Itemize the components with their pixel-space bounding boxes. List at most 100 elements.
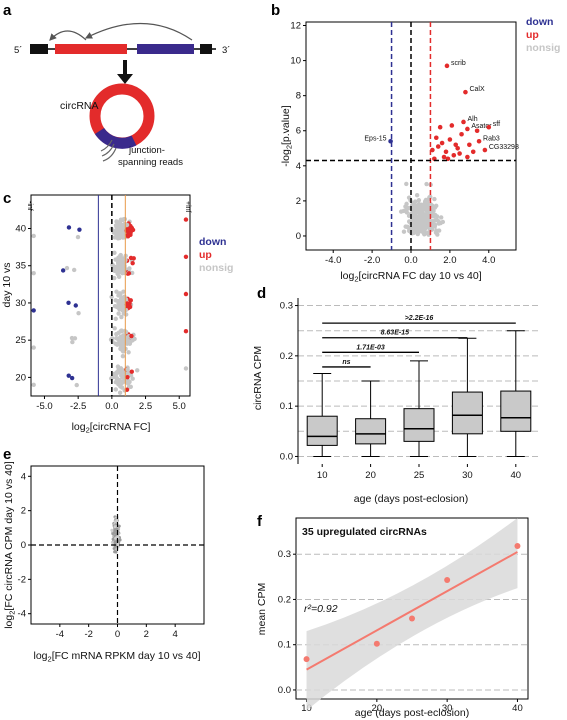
panel-c-point: [129, 369, 134, 374]
three-prime-label: 3´: [222, 45, 230, 56]
panel-d-ytick-label: 0.2: [280, 351, 293, 362]
panel-c-ytick-label: 30: [15, 298, 26, 309]
panel-b: b -4.0 -2.0 0.0 2.0 4.0 0 2 4 6 8 10 12 scrib CalX Alh…: [271, 2, 560, 284]
panel-c-inf-point: [183, 329, 189, 334]
panel-d-xtick-label: 40: [511, 470, 522, 481]
panel-c-point: [113, 257, 118, 262]
panel-e-ytick-label: -4: [18, 609, 26, 620]
panel-f-point: [373, 640, 380, 647]
panel-c-point: [128, 373, 134, 378]
panel-e-point: [115, 518, 119, 522]
panel-f-title: 35 upregulated circRNAs: [302, 526, 427, 538]
read-arc-2: [101, 143, 115, 157]
panel-b-nonsig-point: [427, 202, 433, 207]
panel-b-nonsig-point: [414, 192, 420, 198]
panel-e: e -4 -2 0 2 4 -4 -2 0 2 4 log2[FC mRNA RPKM day 1…: [3, 446, 205, 664]
panel-c-ytick-label: 40: [15, 224, 26, 235]
panel-c-neginf-point: [31, 233, 36, 239]
panel-c-point: [114, 331, 119, 337]
panel-b-nonsig-point: [438, 215, 444, 220]
panel-f-ylabel: mean CPM: [256, 583, 268, 636]
panel-b-nonsig-point: [404, 181, 409, 187]
panel-e-point: [112, 531, 116, 535]
panel-b-xtick-label: -2.0: [364, 255, 380, 266]
panel-c-inf-point: [183, 366, 189, 371]
panel-e-point: [116, 535, 120, 539]
panel-c-inf-point: [183, 217, 189, 222]
panel-b-up-point: [433, 135, 439, 141]
panel-c-xtick-label: -2.5: [70, 401, 86, 412]
panel-b-nonsig-point: [436, 221, 442, 226]
panel-b-xtick-label: 0.0: [404, 255, 417, 266]
panel-d-ylabel: circRNA CPM: [252, 346, 264, 410]
panel-c-point: [121, 333, 126, 338]
panel-c-legend-nonsig: nonsig: [199, 262, 233, 274]
panel-b-gene-label: Alh: [468, 116, 478, 123]
panel-c-point: [124, 387, 130, 392]
panel-e-xtick-label: 2: [144, 629, 149, 640]
panel-c-point: [117, 268, 122, 274]
panel-c-neginf-point: [31, 382, 36, 388]
panel-c-point: [112, 275, 117, 281]
panel-c-point: [125, 375, 130, 380]
panel-f-letter: f: [257, 513, 263, 530]
panel-c-point: [123, 297, 129, 302]
panel-c-point: [112, 304, 118, 309]
panel-d-xtick-label: 25: [414, 470, 425, 481]
panel-c-ytick-label: 25: [15, 335, 26, 346]
panel-d-xtick-label: 10: [317, 470, 328, 481]
panel-c-ytick-label: 20: [15, 372, 26, 383]
panel-e-xtick-label: 4: [173, 629, 178, 640]
panel-c-point: [114, 289, 119, 294]
panel-b-nonsig-point: [420, 220, 425, 225]
panel-c-point: [135, 368, 140, 373]
panel-c-point: [126, 350, 131, 355]
panel-c-neginf-point: [31, 345, 36, 350]
panel-c-point: [118, 366, 124, 371]
panel-f-r2: r²=0.92: [304, 603, 338, 615]
panel-e-xtick-label: -2: [84, 629, 92, 640]
panel-c-plot-area: -5.0 -2.5 0.0 2.5 5.0 20 25 30 35 40: [15, 195, 189, 412]
panel-c-point: [119, 385, 125, 390]
panel-c-point: [119, 328, 124, 333]
panel-c-point: [69, 335, 75, 341]
panel-b-nonsig-point: [424, 202, 429, 208]
panel-c-point: [75, 234, 81, 240]
panel-b-ytick-label: 8: [296, 91, 301, 102]
panel-d-box: [500, 390, 532, 432]
panel-c-xtick-label: 2.5: [139, 401, 152, 412]
panel-b-nonsig-point: [417, 204, 422, 210]
panel-b-ytick-label: 4: [296, 161, 301, 172]
panel-c-xtick-label: 0.0: [105, 401, 118, 412]
read-arc-3: [102, 147, 117, 162]
panel-f-ytick-label: 0.1: [278, 640, 291, 651]
panel-c-point: [66, 373, 71, 378]
panel-b-up-point: [441, 154, 447, 160]
panel-b-nonsig-point: [434, 228, 439, 233]
panel-f: f 0.00.10.20.310203040 35 upregulated ci…: [256, 513, 529, 719]
splice-arrow: [49, 30, 87, 41]
panel-f-point: [303, 656, 310, 663]
panel-c-point: [76, 310, 81, 316]
panel-c-point: [120, 260, 125, 266]
panel-c-point: [115, 236, 121, 241]
panel-b-nonsig-point: [401, 208, 406, 214]
panel-d-ytick-label: 0.1: [280, 401, 293, 412]
panel-b-labeled-point: [465, 126, 470, 132]
panel-b-up-point: [459, 131, 464, 137]
panel-f-xtick-label: 30: [442, 703, 453, 714]
panel-b-up-point: [443, 149, 449, 155]
panel-e-plot-area: -4 -2 0 2 4 -4 -2 0 2 4: [18, 466, 204, 640]
panel-b-up-point: [465, 154, 470, 160]
panel-d-box: [306, 415, 338, 446]
five-prime-label: 5´: [14, 45, 22, 56]
read-arc-1: [100, 139, 113, 152]
panel-c-point: [113, 316, 118, 322]
panel-b-nonsig-point: [404, 201, 409, 207]
panel-b-gene-label: sff: [493, 121, 500, 128]
panel-c-point: [126, 271, 132, 276]
panel-c-point: [118, 381, 124, 386]
panel-c-point: [119, 223, 124, 229]
panel-a-letter: a: [3, 2, 12, 19]
panel-c-point: [131, 256, 136, 261]
